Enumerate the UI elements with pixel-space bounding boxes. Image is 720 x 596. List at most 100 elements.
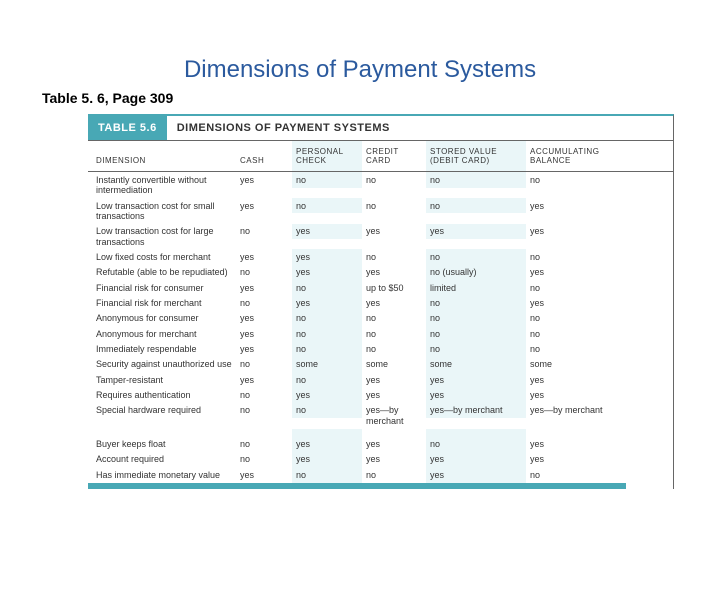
cell: no bbox=[292, 198, 362, 213]
cell: yes bbox=[426, 388, 526, 403]
cell: yes bbox=[292, 224, 362, 239]
table-row: Anonymous for consumeryesnononono bbox=[88, 311, 673, 326]
table-tag: TABLE 5.6 bbox=[88, 116, 167, 140]
table-row: Special hardware requirednonoyes—by merc… bbox=[88, 403, 673, 429]
table-body: Instantly convertible without intermedia… bbox=[88, 172, 673, 488]
cell: yes bbox=[236, 372, 292, 387]
cell: no bbox=[236, 295, 292, 310]
cell: no bbox=[236, 265, 292, 280]
cell: yes bbox=[236, 249, 292, 264]
row-label: Instantly convertible without intermedia… bbox=[88, 172, 236, 198]
cell: no bbox=[362, 326, 426, 341]
cell: no bbox=[362, 198, 426, 213]
cell: no bbox=[362, 249, 426, 264]
cell: yes bbox=[236, 342, 292, 357]
page-subtitle: Table 5. 6, Page 309 bbox=[42, 90, 720, 106]
cell: no bbox=[426, 198, 526, 213]
cell: yes bbox=[526, 198, 626, 213]
cell: no bbox=[526, 326, 626, 341]
table-row: Anonymous for merchantyesnononono bbox=[88, 326, 673, 341]
row-label: Security against unauthorized use bbox=[88, 357, 236, 372]
cell: yes bbox=[236, 467, 292, 482]
row-gap bbox=[88, 429, 673, 437]
cell: no bbox=[292, 326, 362, 341]
table-row: Security against unauthorized usenosomes… bbox=[88, 357, 673, 372]
table-header-row: DIMENSIONCASHPERSONAL CHECKCREDIT CARDST… bbox=[88, 141, 673, 172]
row-label: Anonymous for merchant bbox=[88, 326, 236, 341]
row-label: Low fixed costs for merchant bbox=[88, 249, 236, 264]
cell: yes bbox=[236, 198, 292, 213]
cell: no bbox=[526, 249, 626, 264]
cell: yes—by merchant bbox=[426, 403, 526, 418]
column-header: CREDIT CARD bbox=[362, 141, 426, 171]
cell: no bbox=[292, 172, 362, 187]
cell: yes bbox=[362, 388, 426, 403]
cell: yes bbox=[236, 326, 292, 341]
cell: no bbox=[426, 311, 526, 326]
table-footer-bar bbox=[88, 483, 626, 489]
table-row: Buyer keeps floatnoyesyesnoyes bbox=[88, 437, 673, 452]
cell: no bbox=[292, 311, 362, 326]
cell: no bbox=[236, 403, 292, 418]
cell: yes bbox=[526, 437, 626, 452]
row-label: Requires authentication bbox=[88, 388, 236, 403]
column-header: PERSONAL CHECK bbox=[292, 141, 362, 171]
table-row: Low transaction cost for large transacti… bbox=[88, 224, 673, 250]
cell: no bbox=[292, 342, 362, 357]
cell: yes bbox=[362, 372, 426, 387]
cell: yes bbox=[292, 265, 362, 280]
cell: yes bbox=[292, 388, 362, 403]
cell: yes bbox=[236, 280, 292, 295]
cell: yes bbox=[362, 295, 426, 310]
cell: yes bbox=[526, 452, 626, 467]
table-row: Low transaction cost for small transacti… bbox=[88, 198, 673, 224]
table-row: Financial risk for consumeryesnoup to $5… bbox=[88, 280, 673, 295]
cell: some bbox=[292, 357, 362, 372]
cell: no bbox=[426, 326, 526, 341]
cell: some bbox=[526, 357, 626, 372]
cell: no bbox=[292, 467, 362, 482]
row-label: Refutable (able to be repudiated) bbox=[88, 265, 236, 280]
cell: no bbox=[362, 342, 426, 357]
cell: yes bbox=[292, 452, 362, 467]
cell: no bbox=[362, 467, 426, 482]
cell: no bbox=[526, 467, 626, 482]
cell: yes bbox=[426, 372, 526, 387]
cell: yes bbox=[426, 224, 526, 239]
cell: yes bbox=[362, 437, 426, 452]
table-row: Immediately respendableyesnononono bbox=[88, 342, 673, 357]
row-label: Special hardware required bbox=[88, 403, 236, 418]
cell: yes—by merchant bbox=[526, 403, 626, 418]
table-row: Low fixed costs for merchantyesyesnonono bbox=[88, 249, 673, 264]
row-label: Has immediate monetary value bbox=[88, 467, 236, 482]
column-header: DIMENSION bbox=[88, 150, 236, 171]
cell: no bbox=[526, 280, 626, 295]
cell: no bbox=[292, 372, 362, 387]
table-row: Account requirednoyesyesyesyes bbox=[88, 452, 673, 467]
cell: no bbox=[526, 172, 626, 187]
row-label: Low transaction cost for large transacti… bbox=[88, 224, 236, 250]
cell: yes bbox=[526, 224, 626, 239]
table-row: Requires authenticationnoyesyesyesyes bbox=[88, 388, 673, 403]
row-label: Buyer keeps float bbox=[88, 437, 236, 452]
cell: no bbox=[526, 311, 626, 326]
cell: yes bbox=[362, 265, 426, 280]
cell: no (usually) bbox=[426, 265, 526, 280]
column-header: ACCUMULATING BALANCE bbox=[526, 141, 626, 171]
row-label: Low transaction cost for small transacti… bbox=[88, 198, 236, 224]
cell: yes bbox=[362, 452, 426, 467]
cell: yes bbox=[426, 452, 526, 467]
cell: no bbox=[426, 437, 526, 452]
cell: yes bbox=[526, 265, 626, 280]
table-caption: DIMENSIONS OF PAYMENT SYSTEMS bbox=[167, 116, 400, 140]
cell: yes bbox=[526, 372, 626, 387]
cell: yes—by merchant bbox=[362, 403, 426, 429]
cell: yes bbox=[362, 224, 426, 239]
table-row: Tamper-resistantyesnoyesyesyes bbox=[88, 372, 673, 387]
cell: no bbox=[526, 342, 626, 357]
column-header: CASH bbox=[236, 150, 292, 171]
cell: yes bbox=[292, 295, 362, 310]
cell: no bbox=[426, 342, 526, 357]
table-row: Refutable (able to be repudiated)noyesye… bbox=[88, 265, 673, 280]
cell: no bbox=[236, 224, 292, 239]
